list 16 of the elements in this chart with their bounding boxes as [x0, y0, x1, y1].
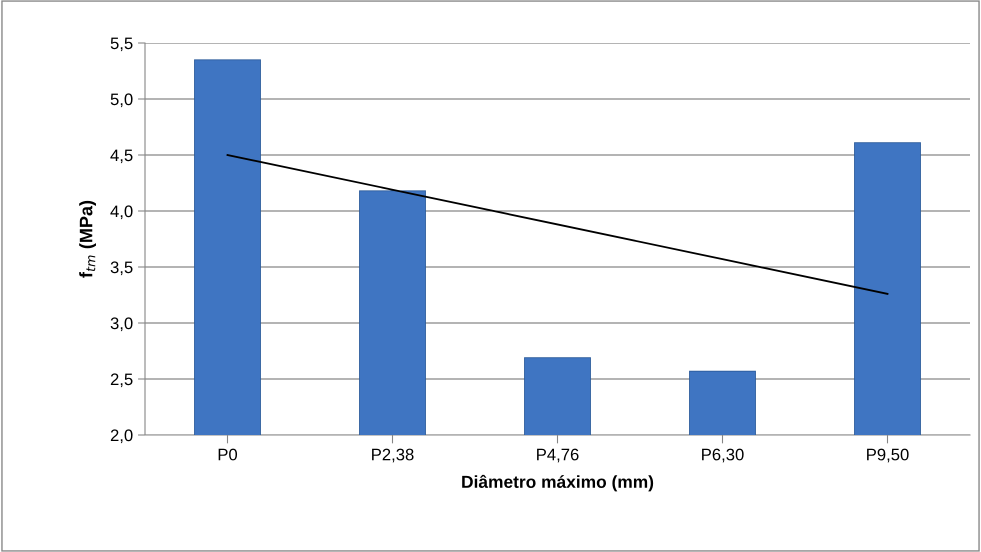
- x-tick-label: P4,76: [537, 448, 579, 462]
- y-tick-label: 5,5: [110, 38, 132, 52]
- y-axis-title: f$_{tm}$ (MPa): [79, 200, 96, 278]
- x-axis-title: Diâmetro máximo (mm): [462, 474, 654, 492]
- y-tick-label: 5,0: [110, 93, 133, 108]
- y-tick-label: 2,5: [110, 373, 132, 388]
- x-tick-label: P2,38: [372, 448, 414, 462]
- x-tick-label: P0: [218, 448, 238, 460]
- y-tick-label: 4,5: [110, 150, 132, 164]
- y-tick-label: 3,0: [110, 317, 133, 332]
- y-tick-label: 4,0: [110, 205, 133, 220]
- x-tick-label: P6,30: [702, 448, 744, 462]
- x-tick-label: P9,50: [867, 448, 909, 462]
- line-series: [226, 154, 888, 295]
- y-tick-label: 2,0: [110, 429, 133, 444]
- y-tick-label: 3,5: [110, 261, 132, 276]
